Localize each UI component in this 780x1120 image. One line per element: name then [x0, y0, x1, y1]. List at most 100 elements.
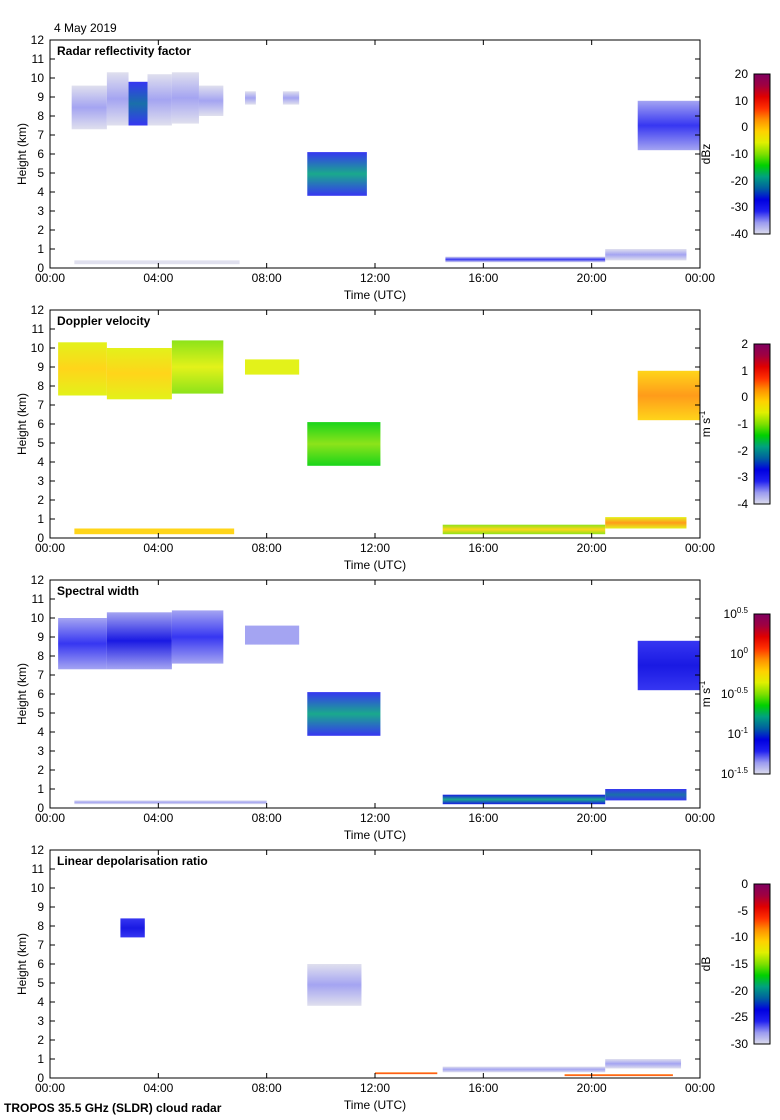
- y-axis-label: Height (km): [15, 392, 29, 456]
- x-tick-label: 04:00: [143, 271, 174, 285]
- y-tick-label: 11: [31, 862, 44, 876]
- echo-region: [307, 692, 381, 736]
- colorbar-label: dBz: [699, 143, 713, 165]
- echo-region: [74, 800, 267, 805]
- colorbar-tick-label: -20: [730, 983, 748, 998]
- x-tick-label: 16:00: [468, 541, 499, 555]
- colorbar-tick-label: 10-1: [727, 726, 748, 742]
- colorbar-tick-label: 0: [741, 877, 748, 891]
- x-tick-label: 12:00: [359, 811, 391, 825]
- echo-region: [445, 256, 606, 263]
- y-tick-label: 1: [37, 512, 44, 526]
- y-tick-label: 1: [37, 1052, 44, 1066]
- y-tick-label: 6: [37, 687, 44, 701]
- echo-region: [71, 85, 107, 130]
- x-axis-label: Time (UTC): [343, 828, 407, 842]
- x-tick-label: 16:00: [468, 811, 499, 825]
- colorbar-tick-label: 10: [734, 93, 748, 108]
- y-tick-label: 6: [37, 957, 44, 971]
- colorbar-tick-label: 100.5: [723, 606, 748, 622]
- y-tick-label: 4: [37, 725, 44, 739]
- x-tick-label: 04:00: [143, 541, 174, 555]
- x-axis-label: Time (UTC): [343, 288, 407, 302]
- echo-region: [128, 81, 148, 126]
- echo-region: [307, 422, 381, 466]
- y-tick-label: 3: [37, 474, 44, 488]
- y-tick-label: 1: [37, 782, 44, 796]
- y-tick-label: 0: [37, 1071, 44, 1085]
- y-axis-label: Height (km): [15, 662, 29, 726]
- y-tick-label: 8: [37, 919, 44, 933]
- echo-region: [605, 517, 687, 529]
- colorbar-label: m s-1: [698, 410, 713, 438]
- panel-title: Spectral width: [57, 584, 140, 598]
- echo-region: [245, 359, 300, 375]
- y-tick-label: 11: [31, 322, 44, 336]
- y-tick-label: 9: [37, 630, 44, 644]
- y-tick-label: 3: [37, 1014, 44, 1028]
- echo-region: [245, 625, 300, 645]
- panel-3: [49, 579, 771, 809]
- colorbar-tick-label: 1: [741, 363, 748, 378]
- y-tick-label: 2: [37, 1033, 44, 1047]
- y-tick-label: 9: [37, 360, 44, 374]
- x-tick-label: 00:00: [34, 541, 66, 555]
- echo-region: [442, 524, 606, 535]
- colorbar-tick-label: -10: [730, 930, 748, 945]
- echo-region: [245, 91, 256, 105]
- colorbar-tick-label: 10-1.5: [720, 766, 748, 782]
- echo-region: [637, 640, 700, 691]
- y-tick-label: 2: [37, 223, 44, 237]
- x-tick-label: 08:00: [251, 271, 282, 285]
- panel-2: [49, 309, 771, 539]
- panel-1: [49, 39, 771, 269]
- x-tick-label: 00:00: [34, 271, 66, 285]
- colorbar-tick-label: 0: [741, 120, 748, 135]
- y-tick-label: 7: [37, 938, 44, 952]
- y-tick-label: 0: [37, 261, 44, 275]
- colorbar-tick-label: 100: [730, 646, 748, 662]
- panel-4: [49, 849, 771, 1079]
- echo-region: [106, 348, 172, 400]
- colorbar-label: m s-1: [698, 680, 713, 708]
- y-tick-label: 12: [30, 843, 44, 857]
- echo-region: [58, 342, 107, 396]
- echo-region: [198, 85, 224, 116]
- y-tick-label: 10: [30, 71, 44, 85]
- echo-region: [171, 340, 224, 394]
- colorbar: [753, 883, 771, 1045]
- colorbar-tick-label: -30: [730, 1037, 748, 1051]
- plot-frame: [49, 849, 701, 1079]
- y-tick-label: 11: [31, 592, 44, 606]
- x-tick-label: 00:00: [684, 1081, 716, 1095]
- y-tick-label: 7: [37, 668, 44, 682]
- y-axis-label: Height (km): [15, 932, 29, 996]
- echo-region: [171, 610, 224, 664]
- y-tick-label: 7: [37, 398, 44, 412]
- y-tick-label: 6: [37, 147, 44, 161]
- colorbar-tick-label: -5: [737, 903, 748, 918]
- y-tick-label: 3: [37, 744, 44, 758]
- colorbar-tick-label: -20: [730, 173, 748, 188]
- x-tick-label: 00:00: [684, 811, 716, 825]
- x-tick-label: 20:00: [576, 541, 607, 555]
- y-tick-label: 5: [37, 706, 44, 720]
- colorbar-tick-label: -10: [730, 147, 748, 161]
- x-tick-label: 16:00: [468, 271, 499, 285]
- echo-region: [637, 370, 700, 421]
- y-tick-label: 12: [30, 303, 44, 317]
- x-tick-label: 08:00: [251, 811, 282, 825]
- y-tick-label: 0: [37, 801, 44, 815]
- colorbar-tick-label: -2: [737, 443, 748, 458]
- y-tick-label: 9: [37, 90, 44, 104]
- colorbar-tick-label: -1: [737, 417, 748, 431]
- colorbar-tick-label: -4: [737, 497, 748, 511]
- y-tick-label: 5: [37, 976, 44, 990]
- y-tick-label: 4: [37, 455, 44, 469]
- echo-region: [637, 100, 700, 151]
- y-tick-label: 10: [30, 881, 44, 895]
- y-axis-label: Height (km): [15, 122, 29, 186]
- x-tick-label: 20:00: [576, 1081, 607, 1095]
- x-tick-label: 04:00: [143, 811, 174, 825]
- y-tick-label: 1: [37, 242, 44, 256]
